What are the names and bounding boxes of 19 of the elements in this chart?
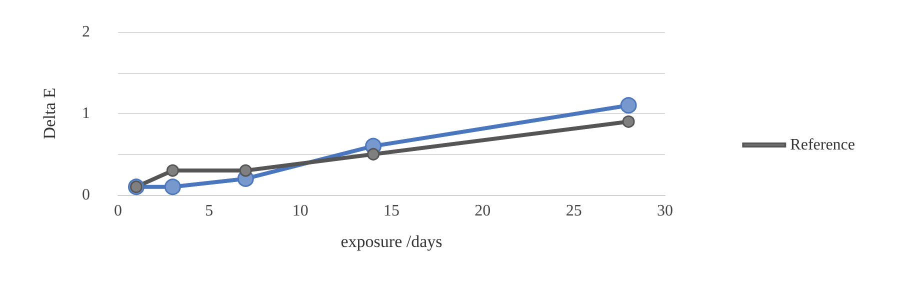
point: [166, 164, 179, 177]
point: [164, 178, 181, 196]
point: [367, 148, 380, 160]
x-tick-label: 25: [566, 202, 582, 220]
legend-label: Reference: [790, 136, 856, 154]
x-tick-label: 20: [474, 202, 491, 220]
x-tick-label: 5: [205, 202, 214, 220]
point: [239, 164, 252, 177]
x-tick-label: 30: [657, 202, 673, 220]
x-axis-title: exposure /days: [340, 232, 442, 251]
x-tick-label: 15: [384, 202, 400, 220]
y-axis-title: Delta E: [40, 88, 59, 140]
y-tick-label: 2: [82, 24, 90, 40]
x-tick-label: 10: [292, 202, 308, 220]
y-tick-label: 0: [82, 186, 90, 204]
y-tick-label: 1: [82, 105, 90, 122]
point: [620, 97, 637, 114]
point: [622, 115, 635, 128]
x-tick-label: 0: [114, 202, 122, 220]
